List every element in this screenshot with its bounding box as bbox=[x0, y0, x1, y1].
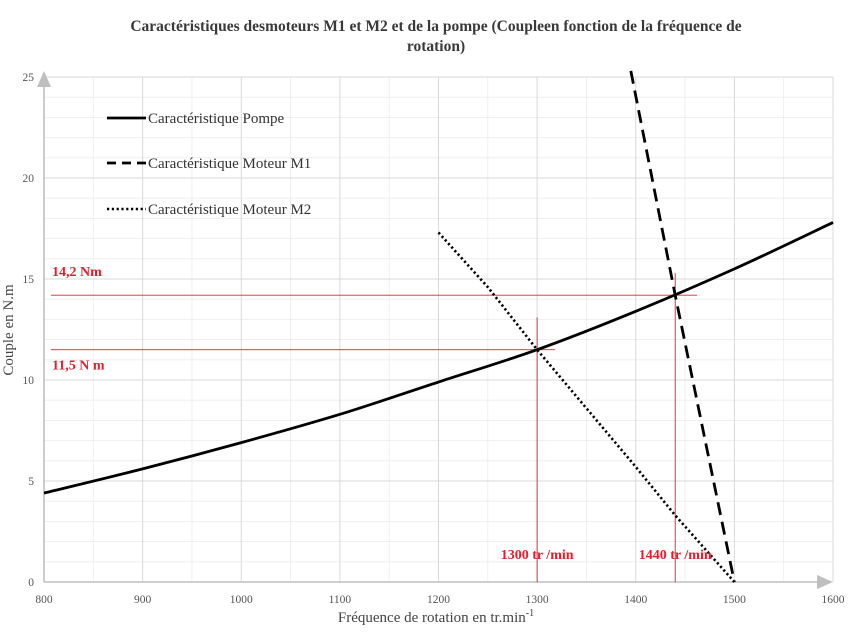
series-line-1 bbox=[629, 70, 736, 583]
annotation-label: 11,5 N m bbox=[52, 359, 105, 374]
y-tick-label: 20 bbox=[23, 173, 35, 185]
annotations: 14,2 Nm 11,5 N m 1300 tr /min 1440 tr /min bbox=[52, 265, 712, 563]
x-axis-label-main: Fréquence de rotation en tr.min bbox=[338, 610, 526, 626]
legend-label-2: Caractéristique Moteur M2 bbox=[148, 202, 311, 218]
y-tick-label: 5 bbox=[28, 476, 34, 488]
y-tick-label: 0 bbox=[28, 577, 34, 589]
y-axis-label: Couple en N.m bbox=[1, 284, 17, 376]
x-tick-label: 1300 bbox=[526, 594, 549, 606]
x-axis-label-superscript: -1 bbox=[526, 608, 534, 619]
series-line-0 bbox=[43, 221, 834, 495]
x-tick-label: 1500 bbox=[723, 594, 746, 606]
y-tick-label: 25 bbox=[23, 72, 35, 84]
grid bbox=[44, 76, 834, 582]
x-tick-label: 900 bbox=[134, 594, 152, 606]
legend-label-1: Caractéristique Moteur M1 bbox=[148, 156, 311, 172]
x-axis-label: Fréquence de rotation en tr.min-1 bbox=[338, 608, 534, 626]
x-tick-label: 1600 bbox=[822, 594, 845, 606]
chart-title-line-1: Caractéristiques desmoteurs M1 et M2 et … bbox=[130, 18, 741, 35]
series-line-2 bbox=[437, 231, 736, 583]
x-tick-label: 1000 bbox=[230, 594, 253, 606]
legend-label-0: Caractéristique Pompe bbox=[148, 111, 285, 127]
annotation-label: 14,2 Nm bbox=[52, 265, 102, 280]
tick-labels: 800 900 1000 1100 1200 1300 1400 1500 1600 0 5 10 15… bbox=[23, 72, 845, 606]
annotation-label: 1300 tr /min bbox=[501, 548, 574, 563]
annotation-label: 1440 tr /min bbox=[639, 548, 712, 563]
x-axis-arrow bbox=[817, 575, 833, 589]
y-tick-label: 10 bbox=[23, 375, 35, 387]
x-tick-label: 800 bbox=[35, 594, 53, 606]
x-tick-label: 1400 bbox=[624, 594, 647, 606]
axes bbox=[37, 71, 833, 589]
y-tick-label: 15 bbox=[23, 274, 35, 286]
legend: Caractéristique Pompe Caractéristique Mot… bbox=[107, 111, 311, 218]
x-tick-label: 1100 bbox=[329, 594, 352, 606]
x-tick-label: 1200 bbox=[427, 594, 450, 606]
y-axis-arrow bbox=[37, 71, 51, 87]
reference-lines bbox=[50, 272, 697, 582]
chart-title-line-2: rotation) bbox=[407, 38, 465, 55]
series-lines bbox=[43, 70, 834, 583]
